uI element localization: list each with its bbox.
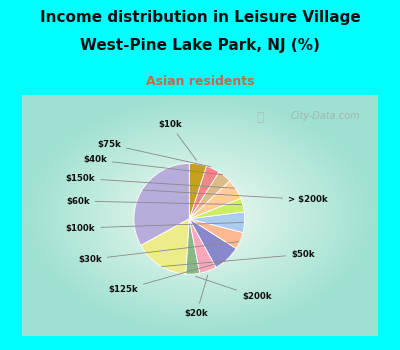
- Wedge shape: [189, 198, 244, 219]
- Text: $75k: $75k: [97, 140, 211, 167]
- Wedge shape: [134, 163, 189, 245]
- Text: $200k: $200k: [196, 276, 272, 301]
- Text: $20k: $20k: [184, 275, 208, 318]
- Text: $40k: $40k: [83, 155, 223, 175]
- Text: Income distribution in Leisure Village: Income distribution in Leisure Village: [40, 9, 360, 25]
- Wedge shape: [189, 172, 230, 219]
- Text: City-Data.com: City-Data.com: [290, 111, 360, 121]
- Text: $50k: $50k: [162, 250, 315, 267]
- Text: $10k: $10k: [158, 120, 196, 160]
- Wedge shape: [189, 163, 206, 219]
- Text: West-Pine Lake Park, NJ (%): West-Pine Lake Park, NJ (%): [80, 38, 320, 53]
- Text: $150k: $150k: [66, 174, 234, 188]
- Wedge shape: [141, 219, 189, 274]
- Text: $60k: $60k: [66, 197, 242, 205]
- Wedge shape: [189, 219, 243, 248]
- Text: > $200k: > $200k: [143, 190, 328, 204]
- Text: $125k: $125k: [108, 261, 226, 294]
- Text: $100k: $100k: [66, 223, 243, 232]
- Text: Asian residents: Asian residents: [146, 75, 254, 88]
- Wedge shape: [189, 181, 241, 219]
- Text: ⦾: ⦾: [257, 111, 264, 124]
- Wedge shape: [189, 212, 245, 233]
- Wedge shape: [189, 219, 216, 273]
- Wedge shape: [189, 219, 236, 267]
- Wedge shape: [189, 166, 219, 219]
- Wedge shape: [186, 219, 200, 274]
- Text: $30k: $30k: [78, 242, 239, 264]
